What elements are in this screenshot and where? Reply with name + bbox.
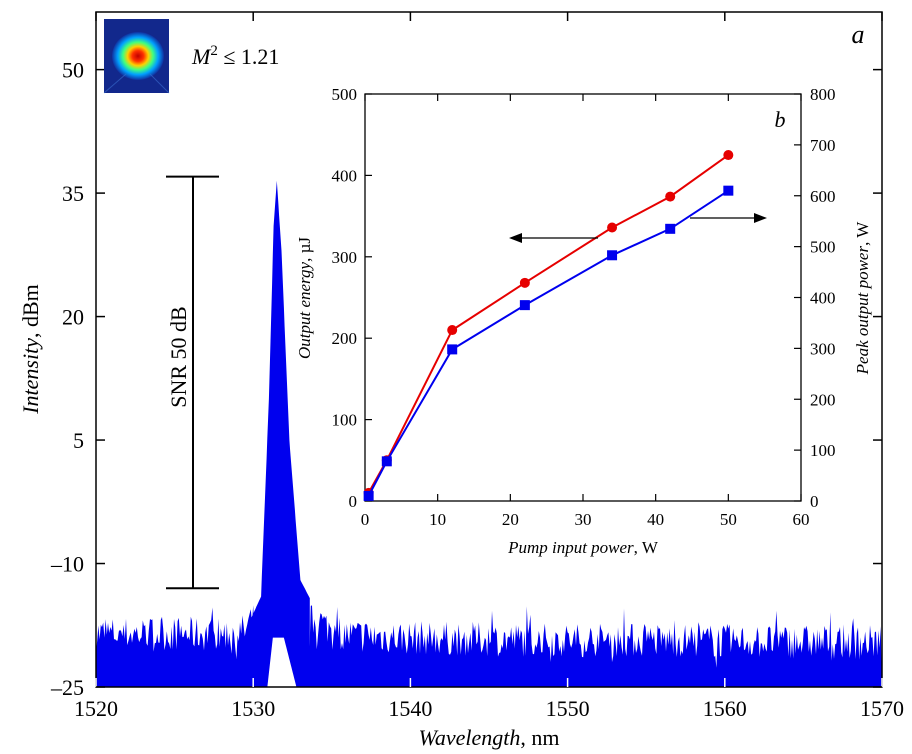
spectrum-y-tick-label: –25 <box>50 675 84 700</box>
spectrum-x-axis-label: Wavelength, nm <box>419 725 560 750</box>
spectrum-frame <box>95 11 883 688</box>
energy-data-point <box>607 222 618 233</box>
inset-left-tick-label: 300 <box>332 248 358 267</box>
beam-quality-label: M2 ≤ 1.21 <box>191 43 279 69</box>
beam-profile-inset <box>103 19 170 94</box>
inset-left-y-ticks: 0 100 200 300 400 500 <box>332 85 372 511</box>
arrow-to-left-axis <box>509 233 598 243</box>
beam-spot <box>112 32 164 80</box>
energy-data-point <box>665 191 676 202</box>
inset-right-tick-label: 100 <box>810 441 836 460</box>
inset-right-y-ticks: 0 100 200 300 400 500 600 700 800 <box>794 85 836 511</box>
inset-frame <box>364 93 802 502</box>
inset-left-tick-label: 200 <box>332 329 358 348</box>
peak-power-data-point <box>665 223 676 234</box>
peak-power-data-point <box>363 490 374 501</box>
peak-power-data-point <box>607 250 618 261</box>
snr-label: SNR 50 dB <box>166 306 191 407</box>
panel-label-b: b <box>775 107 786 132</box>
spectrum-x-tick-label: 1560 <box>703 696 747 721</box>
inset-right-tick-label: 200 <box>810 390 836 409</box>
spectrum-x-tick-label: 1570 <box>860 696 904 721</box>
peak-power-data-point <box>447 344 458 355</box>
peak-power-data-point <box>723 185 734 196</box>
peak-power-data-point <box>381 456 392 467</box>
inset-left-tick-label: 500 <box>332 85 358 104</box>
inset-x-tick-label: 60 <box>793 510 810 529</box>
peak-power-data-point <box>519 300 530 311</box>
inset-x-ticks: 0 10 20 30 40 50 60 <box>361 94 810 529</box>
inset-right-tick-label: 300 <box>810 339 836 358</box>
inset-x-tick-label: 0 <box>361 510 370 529</box>
inset-right-tick-label: 0 <box>810 492 819 511</box>
energy-data-point <box>447 325 458 336</box>
inset-x-tick-label: 30 <box>575 510 592 529</box>
inset-x-tick-label: 40 <box>647 510 664 529</box>
snr-bracket: SNR 50 dB <box>166 175 219 590</box>
spectrum-y-axis-label: Intensity, dBm <box>18 284 43 415</box>
inset-right-tick-label: 700 <box>810 136 836 155</box>
inset-left-tick-label: 100 <box>332 411 358 430</box>
spectrum-y-ticks: –25 –10 5 20 35 50 <box>50 58 882 700</box>
inset-right-axis-label: Peak output power, W <box>853 221 872 376</box>
spectrum-y-tick-label: 5 <box>73 428 84 453</box>
spectrum-x-tick-label: 1520 <box>74 696 118 721</box>
energy-inset-panel: 0 10 20 30 40 50 60 0 100 200 300 400 500 0 100 200 30… <box>295 85 872 557</box>
inset-x-tick-label: 10 <box>429 510 446 529</box>
inset-x-tick-label: 20 <box>502 510 519 529</box>
spectrum-y-tick-label: 50 <box>62 58 84 83</box>
panel-label-a: a <box>852 20 865 49</box>
inset-x-axis-label: Pump input power, W <box>507 538 659 557</box>
inset-right-tick-label: 800 <box>810 85 836 104</box>
energy-data-point <box>519 277 530 288</box>
inset-right-tick-label: 600 <box>810 187 836 206</box>
spectrum-x-ticks: 1520 1530 1540 1550 1560 1570 <box>74 12 904 721</box>
spectrum-y-tick-label: –10 <box>50 552 84 577</box>
inset-left-tick-label: 0 <box>349 492 358 511</box>
energy-data-point <box>723 150 734 161</box>
inset-right-tick-label: 400 <box>810 289 836 308</box>
spectrum-x-tick-label: 1550 <box>546 696 590 721</box>
inset-right-tick-label: 500 <box>810 238 836 257</box>
inset-x-tick-label: 50 <box>720 510 737 529</box>
inset-series <box>363 150 734 501</box>
arrow-to-right-axis <box>690 213 767 223</box>
spectrum-y-tick-label: 35 <box>62 181 84 206</box>
spectrum-y-tick-label: 20 <box>62 305 84 330</box>
spectrum-x-tick-label: 1530 <box>231 696 275 721</box>
spectrum-peak <box>246 180 310 688</box>
spectrum-x-tick-label: 1540 <box>388 696 432 721</box>
spectrum-peak-gap <box>267 637 297 687</box>
inset-left-axis-label: Output energy, µJ <box>295 237 314 359</box>
inset-left-tick-label: 400 <box>332 166 358 185</box>
